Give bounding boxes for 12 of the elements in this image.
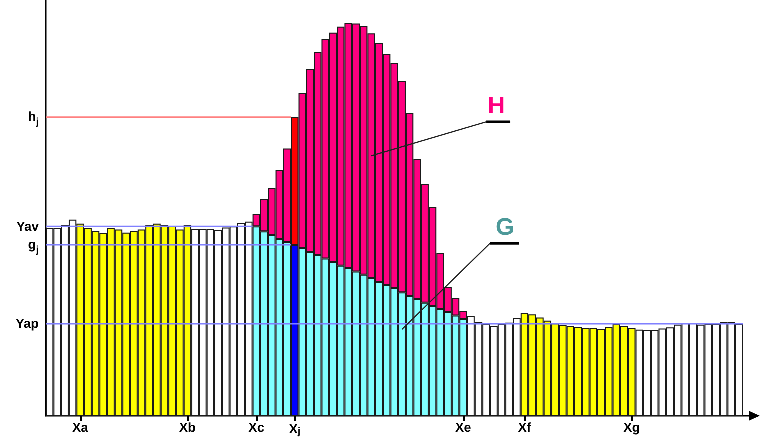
annotation: g$_{j}$ [28, 237, 39, 256]
x-tick-label: Xc [248, 420, 265, 435]
ref-line-label: Yap [16, 316, 40, 332]
annotation: h$_{j}$ [28, 109, 39, 128]
x-tick-label: Xe [455, 420, 472, 435]
x-tick-label: Xa [72, 420, 90, 435]
text: G [496, 214, 514, 242]
text: H [488, 92, 506, 120]
x-tick-label: Xf [518, 420, 532, 435]
x-tick-label: Xb [179, 420, 196, 435]
annotation: Yav [16, 218, 39, 234]
x-tick-label: Xg [624, 420, 640, 435]
